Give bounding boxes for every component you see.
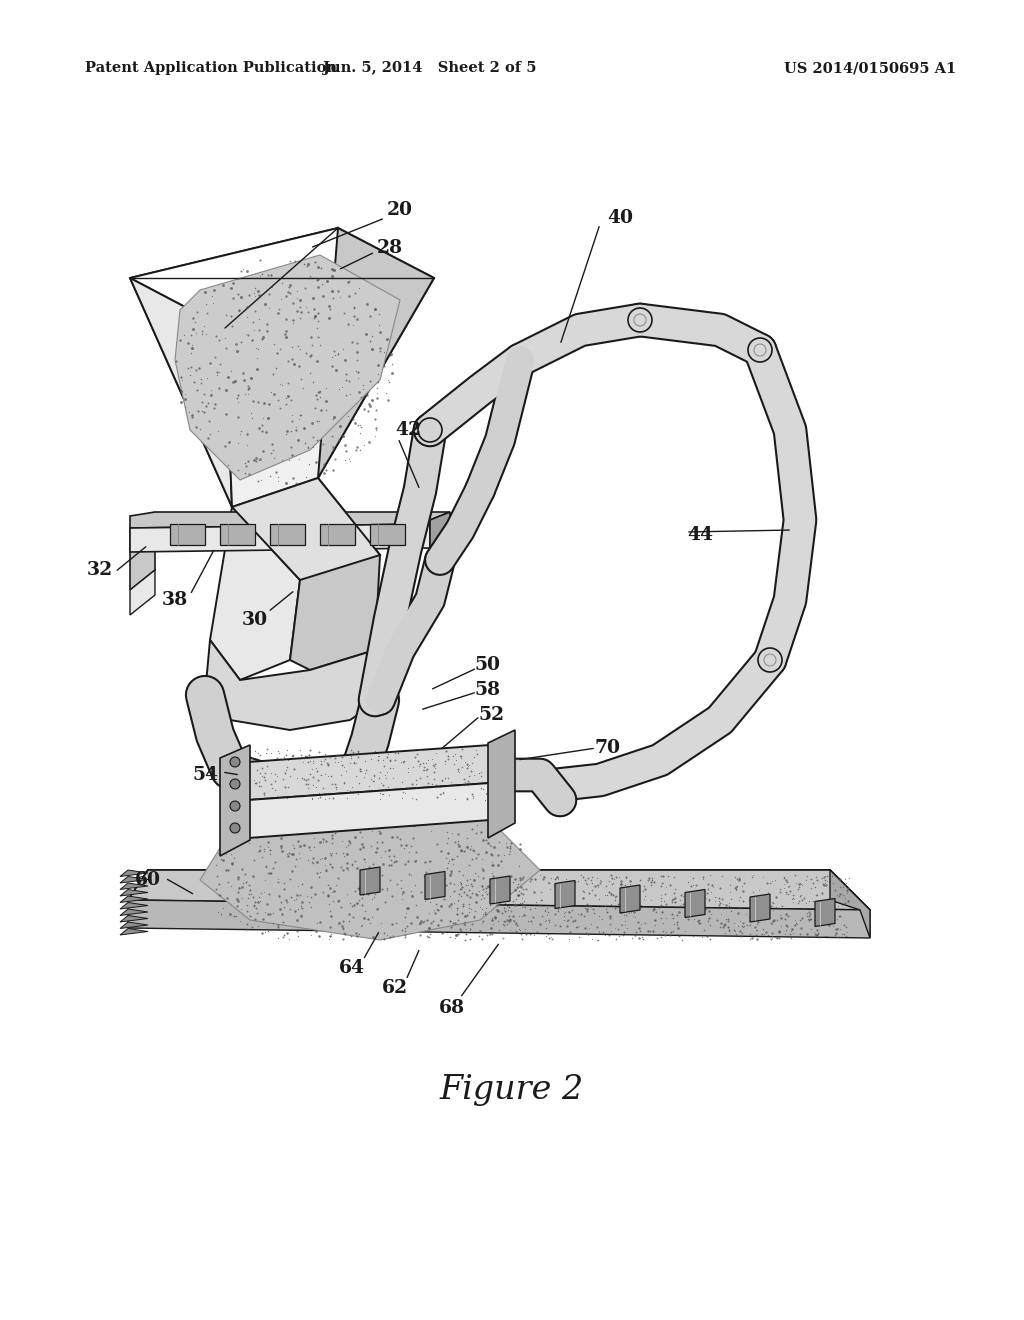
Polygon shape (370, 524, 406, 545)
Polygon shape (425, 871, 445, 899)
Polygon shape (210, 507, 300, 680)
Circle shape (758, 648, 782, 672)
Polygon shape (248, 783, 490, 838)
Polygon shape (120, 890, 148, 896)
Text: 68: 68 (439, 999, 465, 1016)
Polygon shape (270, 524, 305, 545)
Polygon shape (130, 512, 155, 590)
Text: Figure 2: Figure 2 (440, 1074, 584, 1106)
Polygon shape (555, 880, 575, 908)
Polygon shape (120, 903, 148, 909)
Circle shape (230, 801, 240, 810)
Circle shape (230, 756, 240, 767)
Polygon shape (120, 909, 148, 916)
Polygon shape (128, 900, 870, 939)
Polygon shape (248, 744, 490, 800)
Circle shape (230, 822, 240, 833)
Polygon shape (120, 876, 148, 883)
Circle shape (628, 308, 652, 333)
Text: 28: 28 (377, 239, 403, 257)
Text: 54: 54 (193, 766, 218, 784)
Polygon shape (120, 921, 148, 928)
Polygon shape (130, 228, 434, 327)
Polygon shape (120, 916, 148, 921)
Polygon shape (120, 896, 148, 903)
Text: 44: 44 (687, 525, 713, 544)
Text: 62: 62 (382, 979, 408, 997)
Polygon shape (225, 279, 434, 507)
Polygon shape (170, 524, 205, 545)
Polygon shape (290, 478, 380, 671)
Polygon shape (128, 870, 870, 909)
Text: 40: 40 (607, 209, 633, 227)
Text: Jun. 5, 2014   Sheet 2 of 5: Jun. 5, 2014 Sheet 2 of 5 (324, 61, 537, 75)
Circle shape (748, 338, 772, 362)
Polygon shape (120, 928, 148, 935)
Text: 60: 60 (135, 871, 161, 888)
Polygon shape (232, 478, 380, 579)
Polygon shape (318, 228, 434, 478)
Text: 64: 64 (339, 960, 365, 977)
Polygon shape (815, 899, 835, 927)
Polygon shape (685, 890, 705, 917)
Polygon shape (128, 870, 870, 909)
Polygon shape (220, 744, 250, 855)
Polygon shape (130, 570, 155, 615)
Text: 70: 70 (595, 739, 621, 756)
Polygon shape (360, 867, 380, 895)
Polygon shape (488, 730, 515, 838)
Text: 38: 38 (162, 591, 188, 609)
Text: 58: 58 (475, 681, 501, 700)
Polygon shape (130, 524, 430, 552)
Polygon shape (490, 876, 510, 904)
Polygon shape (205, 640, 380, 730)
Polygon shape (220, 524, 255, 545)
Text: 52: 52 (479, 706, 505, 723)
Polygon shape (130, 512, 450, 528)
Circle shape (230, 779, 240, 789)
Text: 20: 20 (387, 201, 413, 219)
Polygon shape (830, 870, 870, 939)
Polygon shape (750, 894, 770, 921)
Polygon shape (175, 255, 400, 480)
Polygon shape (319, 524, 355, 545)
Polygon shape (130, 228, 338, 507)
Text: US 2014/0150695 A1: US 2014/0150695 A1 (784, 61, 956, 75)
Polygon shape (200, 783, 540, 940)
Text: 30: 30 (242, 611, 268, 630)
Polygon shape (430, 512, 450, 548)
Text: 32: 32 (87, 561, 113, 579)
Text: Patent Application Publication: Patent Application Publication (85, 61, 337, 75)
Polygon shape (120, 883, 148, 890)
Polygon shape (620, 884, 640, 913)
Polygon shape (120, 870, 148, 876)
Text: 42: 42 (395, 421, 421, 440)
Polygon shape (130, 279, 232, 507)
Text: 50: 50 (475, 656, 501, 675)
Circle shape (418, 418, 442, 442)
